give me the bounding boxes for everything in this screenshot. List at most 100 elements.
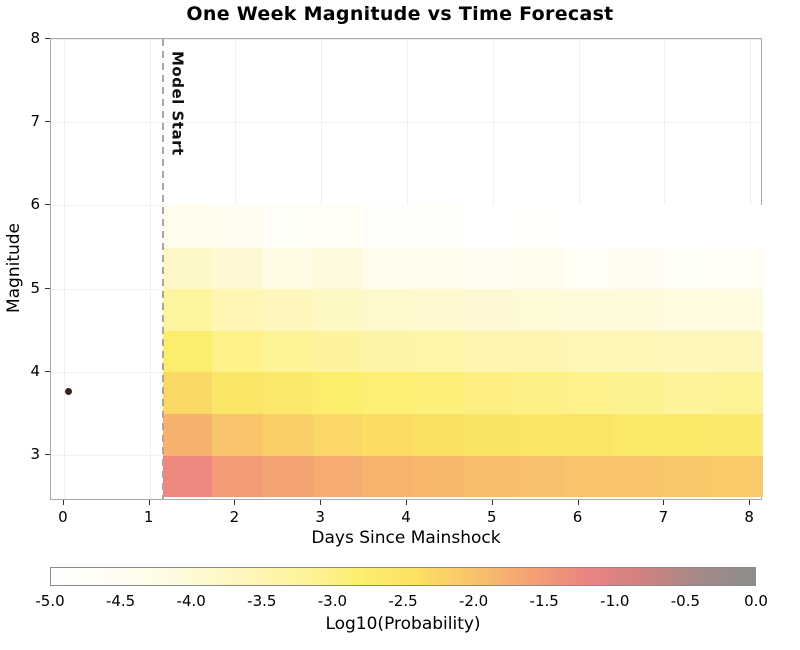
x-tick-mark xyxy=(406,500,407,505)
x-tick-mark xyxy=(320,500,322,505)
heatmap-cell xyxy=(362,205,414,248)
heatmap-cell xyxy=(413,205,464,248)
heatmap-cell xyxy=(713,330,764,373)
heatmap-cell xyxy=(662,205,714,248)
heatmap-cell xyxy=(362,288,414,331)
colorbar-tick-label: -2.5 xyxy=(388,592,418,610)
heatmap-cell xyxy=(262,371,314,415)
heatmap-cell xyxy=(713,455,764,498)
heatmap-cell xyxy=(612,413,664,456)
heatmap-cell xyxy=(612,371,664,415)
x-tick-mark xyxy=(148,500,150,505)
heatmap-cell xyxy=(413,247,464,290)
colorbar-tick-label: -1.0 xyxy=(600,592,630,610)
x-tick-mark xyxy=(62,500,64,505)
heatmap-cell xyxy=(563,205,614,248)
colorbar-tick-label: -2.0 xyxy=(458,592,489,610)
gridline xyxy=(51,122,761,124)
heatmap-cell xyxy=(563,288,614,331)
x-tick-label: 7 xyxy=(658,508,669,526)
colorbar-label: Log10(Probability) xyxy=(325,614,481,634)
heatmap-cell xyxy=(262,330,314,373)
heatmap-cell xyxy=(312,413,363,456)
heatmap-cell xyxy=(212,371,264,415)
mainshock-dot xyxy=(64,387,72,395)
y-tick-label: 5 xyxy=(30,278,40,297)
heatmap-cell xyxy=(713,247,764,290)
heatmap-cell xyxy=(563,455,614,498)
heatmap-cell xyxy=(262,247,314,290)
chart-title: One Week Magnitude vs Time Forecast xyxy=(186,3,614,25)
heatmap-cell xyxy=(563,413,614,456)
heatmap-cell xyxy=(512,288,564,331)
heatmap-cell xyxy=(212,205,264,248)
heatmap-cell xyxy=(462,247,513,290)
heatmap-cell xyxy=(563,330,614,373)
heatmap-cell xyxy=(662,288,714,331)
y-tick-label: 8 xyxy=(30,29,40,47)
heatmap-cell xyxy=(413,413,464,456)
gridline xyxy=(51,39,761,40)
x-tick-mark xyxy=(234,500,236,505)
y-tick-mark xyxy=(45,204,50,206)
plot-area: Model Start xyxy=(50,38,764,500)
colorbar-tick-label: -3.0 xyxy=(317,592,348,610)
y-tick-mark xyxy=(45,370,50,372)
colorbar-tick-label: -0.5 xyxy=(670,592,701,610)
x-tick-mark xyxy=(491,500,493,505)
x-tick-label: 6 xyxy=(572,508,583,526)
heatmap-cell xyxy=(462,371,513,415)
heatmap-cell xyxy=(162,247,213,290)
heatmap-cell xyxy=(713,413,764,456)
y-axis-label: Magnitude xyxy=(4,222,24,314)
heatmap-cell xyxy=(312,371,363,415)
heatmap-cell xyxy=(563,371,614,415)
heatmap-cell xyxy=(612,205,664,248)
heatmap-cell xyxy=(713,371,764,415)
x-tick-label: 8 xyxy=(744,508,754,526)
gridline xyxy=(149,39,151,499)
heatmap-cell xyxy=(612,330,664,373)
x-tick-label: 2 xyxy=(229,508,240,526)
heatmap-cell xyxy=(262,413,314,456)
heatmap-cell xyxy=(713,288,764,331)
x-tick-mark xyxy=(663,500,665,505)
heatmap-cell xyxy=(162,413,213,456)
heatmap-cell xyxy=(462,455,513,498)
heatmap-cell xyxy=(413,288,464,331)
heatmap-cell xyxy=(212,455,264,498)
heatmap-cell xyxy=(413,371,464,415)
y-tick-label: 6 xyxy=(30,195,40,214)
heatmap-cell xyxy=(362,455,414,498)
y-tick-mark xyxy=(45,287,50,289)
heatmap-cell xyxy=(212,330,264,373)
heatmap-cell xyxy=(262,288,314,331)
y-tick-mark xyxy=(45,121,50,123)
heatmap-cell xyxy=(612,288,664,331)
model-start-line xyxy=(161,39,164,499)
y-tick-label: 7 xyxy=(30,112,40,131)
heatmap-cell xyxy=(462,288,513,331)
heatmap-cell xyxy=(312,330,363,373)
heatmap-cell xyxy=(413,455,464,498)
heatmap-cell xyxy=(462,330,513,373)
heatmap-cell xyxy=(312,455,363,498)
x-tick-label: 5 xyxy=(487,508,497,526)
heatmap-cell xyxy=(512,371,564,415)
heatmap-cell xyxy=(362,413,414,456)
x-tick-mark xyxy=(749,500,751,505)
colorbar-tick-label: 0.0 xyxy=(744,592,768,610)
heatmap-cell xyxy=(212,247,264,290)
model-start-label: Model Start xyxy=(168,51,187,156)
heatmap-cell xyxy=(312,288,363,331)
heatmap-cell xyxy=(662,455,714,498)
heatmap-cell xyxy=(662,330,714,373)
heatmap-cell xyxy=(262,205,314,248)
heatmap-cell xyxy=(212,288,264,331)
heatmap-cell xyxy=(362,371,414,415)
heatmap-cell xyxy=(312,247,363,290)
heatmap-cell xyxy=(312,205,363,248)
y-tick-mark xyxy=(45,38,50,39)
x-tick-label: 3 xyxy=(315,508,325,526)
